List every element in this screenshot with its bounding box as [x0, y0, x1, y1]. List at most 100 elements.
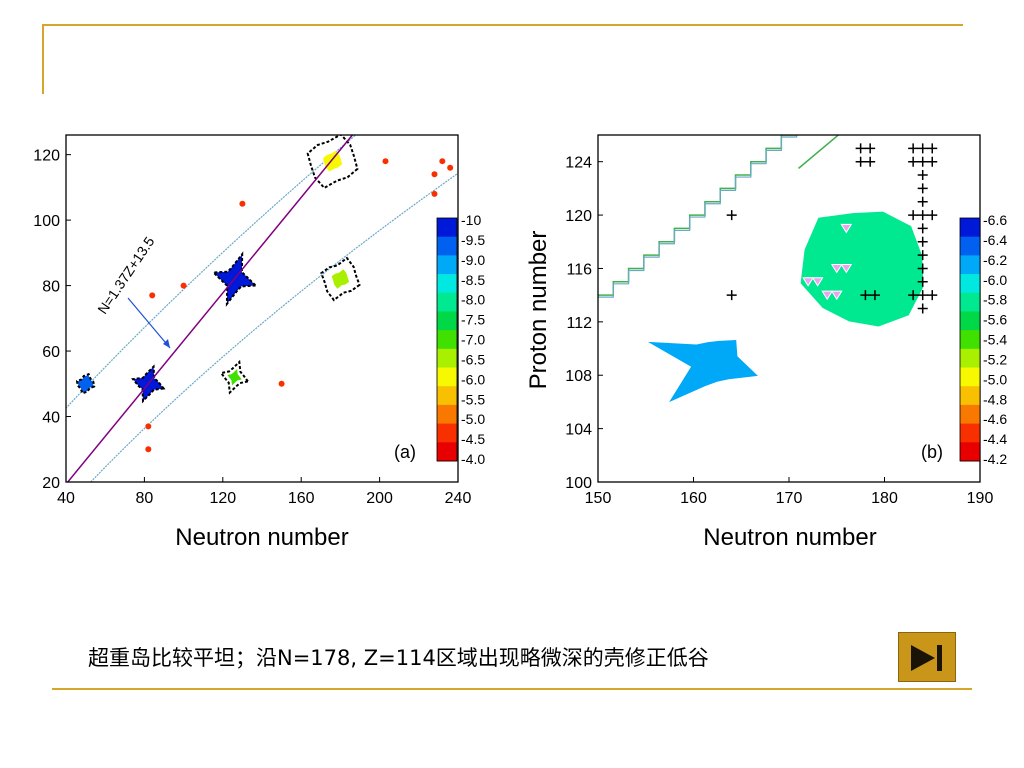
plus-marker-25 — [908, 290, 919, 301]
fragment-a-0 — [149, 292, 156, 299]
colorbar-b-tick-9: -4.8 — [983, 391, 1007, 407]
panel-label-b: (b) — [921, 442, 943, 462]
frame-left-line — [42, 24, 44, 94]
island-a-outline — [211, 251, 258, 307]
colorbar-b-segment-4 — [960, 292, 980, 312]
colorbar-a-tick-6: -7.0 — [461, 332, 485, 348]
x-tick-label-b-1: 160 — [680, 490, 707, 507]
y-tick-label-b-0: 100 — [565, 475, 592, 492]
frame-top-line — [42, 24, 963, 26]
colorbar-b-segment-11 — [960, 423, 980, 443]
y-tick-label-b-2: 108 — [565, 368, 592, 385]
plus-marker-1 — [726, 290, 737, 301]
colorbar-a-tick-1: -9.5 — [461, 232, 485, 248]
colorbar-a-segment-4 — [437, 292, 457, 312]
colorbar-a-segment-5 — [437, 311, 457, 331]
boundary-b-blue — [598, 135, 798, 298]
colorbar-b-frame — [959, 217, 981, 462]
y-tick-label-a-2: 60 — [42, 344, 60, 361]
colorbar-b-tick-2: -6.2 — [983, 252, 1007, 268]
colorbar-a-tick-2: -9.0 — [461, 252, 485, 268]
plus-marker-7 — [917, 143, 928, 154]
colorbar-a-segment-12 — [437, 442, 457, 462]
island-a-outline — [75, 372, 96, 395]
plus-marker-14 — [917, 196, 928, 207]
colorbar-a-segment-3 — [437, 274, 457, 294]
colorbar-b-segment-9 — [960, 386, 980, 406]
island-a-outline — [306, 135, 359, 190]
colorbar-b-segment-5 — [960, 311, 980, 331]
boundary-b-upper — [798, 135, 840, 169]
triangle-marker-3 — [802, 277, 815, 287]
island-a-3 — [219, 359, 250, 395]
colorbar-a-tick-8: -6.0 — [461, 371, 485, 387]
colorbar-b-tick-12: -4.2 — [983, 451, 1007, 467]
drip-line-upper — [66, 135, 357, 409]
fragment-a-4 — [278, 380, 285, 387]
plus-marker-21 — [917, 263, 928, 274]
triangle-marker-6 — [830, 290, 843, 301]
y-tick-label-a-5: 120 — [33, 148, 60, 165]
island-a-4 — [320, 256, 361, 302]
x-axis-label-b: Neutron number — [703, 524, 876, 551]
colorbar-b-segment-8 — [960, 367, 980, 387]
colorbar-a-segment-8 — [437, 367, 457, 387]
y-tick-label-a-0: 20 — [42, 475, 60, 492]
island-a-0 — [75, 372, 96, 395]
next-slide-button[interactable] — [898, 632, 956, 682]
plus-marker-0 — [726, 210, 737, 221]
colorbar-a-frame — [436, 217, 458, 462]
colorbar-a-tick-0: -10 — [461, 212, 481, 228]
fragment-a-6 — [439, 158, 446, 165]
plus-marker-15 — [908, 210, 919, 221]
fragment-a-10 — [180, 282, 187, 289]
fragment-a-3 — [239, 200, 246, 207]
plus-marker-18 — [917, 223, 928, 234]
plus-marker-4 — [855, 156, 866, 167]
fragment-a-5 — [431, 171, 438, 178]
colorbar-a-segment-2 — [437, 255, 457, 275]
plus-marker-12 — [917, 170, 928, 181]
colorbar-b-segment-6 — [960, 330, 980, 350]
annotation-arrow — [127, 297, 171, 349]
panel-a-plot-area — [66, 135, 458, 482]
colorbar-a-segment-10 — [437, 404, 457, 425]
fragment-a-9 — [431, 190, 438, 197]
x-tick-label-b-2: 170 — [776, 490, 803, 507]
y-tick-label-b-3: 112 — [566, 315, 592, 332]
colorbar-b-tick-1: -6.4 — [983, 232, 1007, 248]
fragment-a-7 — [447, 164, 454, 171]
figure: N=1.37Z+13.540 80 120 160 200 240204060801001… — [33, 134, 1007, 551]
y-tick-label-b-1: 104 — [565, 422, 592, 439]
plus-marker-11 — [927, 156, 938, 167]
x-tick-label-a-1: 80 — [136, 490, 154, 507]
drip-line-lower — [90, 172, 458, 482]
panel-a: N=1.37Z+13.540 80 120 160 200 240204060801001… — [33, 134, 485, 551]
colorbar-b-segment-2 — [960, 255, 980, 275]
panel-b-plot-area — [598, 135, 924, 403]
x-axis-label-a: Neutron number — [175, 524, 348, 551]
triangle-marker-4 — [811, 277, 824, 287]
island-b-left — [647, 340, 758, 403]
colorbar-a-tick-3: -8.5 — [461, 272, 485, 288]
colorbar-a-tick-7: -6.5 — [461, 351, 485, 367]
triangle-marker-2 — [840, 263, 853, 274]
colorbar-b-tick-11: -4.4 — [983, 431, 1007, 447]
slide-caption: 超重岛比较平坦；沿N=178, Z=114区域出现略微深的壳修正低谷 — [88, 646, 709, 670]
x-tick-label-b-3: 180 — [871, 490, 898, 507]
plus-marker-13 — [917, 183, 928, 194]
skip-next-icon — [911, 645, 942, 671]
triangle-marker-5 — [821, 290, 834, 301]
colorbar-b-segment-12 — [960, 442, 980, 462]
island-a-outline — [131, 364, 166, 404]
y-tick-label-b-4: 116 — [566, 261, 592, 278]
colorbar-b-tick-6: -5.4 — [983, 332, 1007, 348]
island-a-outline — [219, 359, 250, 395]
fit-line — [66, 135, 353, 482]
y-tick-label-a-4: 100 — [33, 213, 60, 230]
plus-marker-16 — [917, 210, 928, 221]
colorbar-b-segment-3 — [960, 274, 980, 294]
x-tick-label-a-4: 200 — [366, 490, 393, 507]
colorbar-a-tick-10: -5.0 — [461, 411, 485, 427]
colorbar-a-tick-4: -8.0 — [461, 292, 485, 308]
